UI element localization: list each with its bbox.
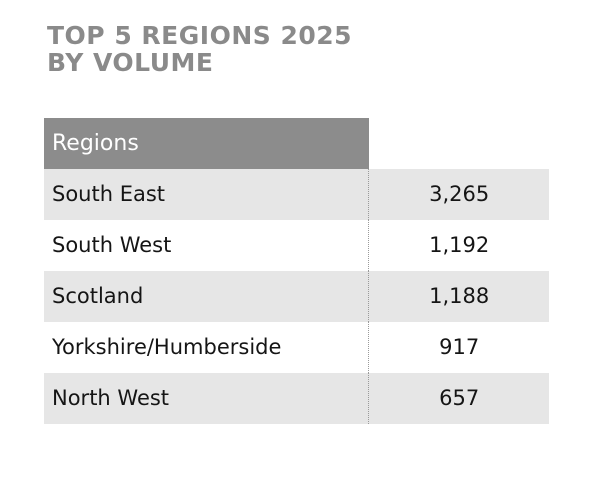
region-cell: Scotland	[52, 284, 144, 308]
region-cell: Yorkshire/Humberside	[52, 335, 282, 359]
table-row: North West 657	[44, 373, 549, 424]
volume-cell: 1,188	[368, 271, 549, 322]
table-row: Scotland 1,188	[44, 271, 549, 322]
volume-cell: 917	[368, 322, 549, 373]
table-row: South East 3,265	[44, 169, 549, 220]
region-cell: South East	[52, 182, 166, 206]
volume-cell: 3,265	[368, 169, 549, 220]
title-line: BY VOLUME	[47, 48, 214, 77]
volume-cell: 1,192	[368, 220, 549, 271]
table-row: South West 1,192	[44, 220, 549, 271]
header-cell: Regions	[44, 118, 369, 169]
table-row: Yorkshire/Humberside 917	[44, 322, 549, 373]
header-row: Regions	[44, 118, 549, 169]
volume-cell: 657	[368, 373, 549, 424]
header-blank	[369, 118, 549, 169]
title-line: TOP 5 REGIONS 2025	[47, 21, 353, 50]
table: Regions South East 3,265 South West 1,192 Sco…	[44, 118, 549, 424]
region-cell: South West	[52, 233, 172, 257]
title: TOP 5 REGIONS 2025 BY VOLUME	[47, 22, 352, 76]
region-cell: North West	[52, 386, 170, 410]
